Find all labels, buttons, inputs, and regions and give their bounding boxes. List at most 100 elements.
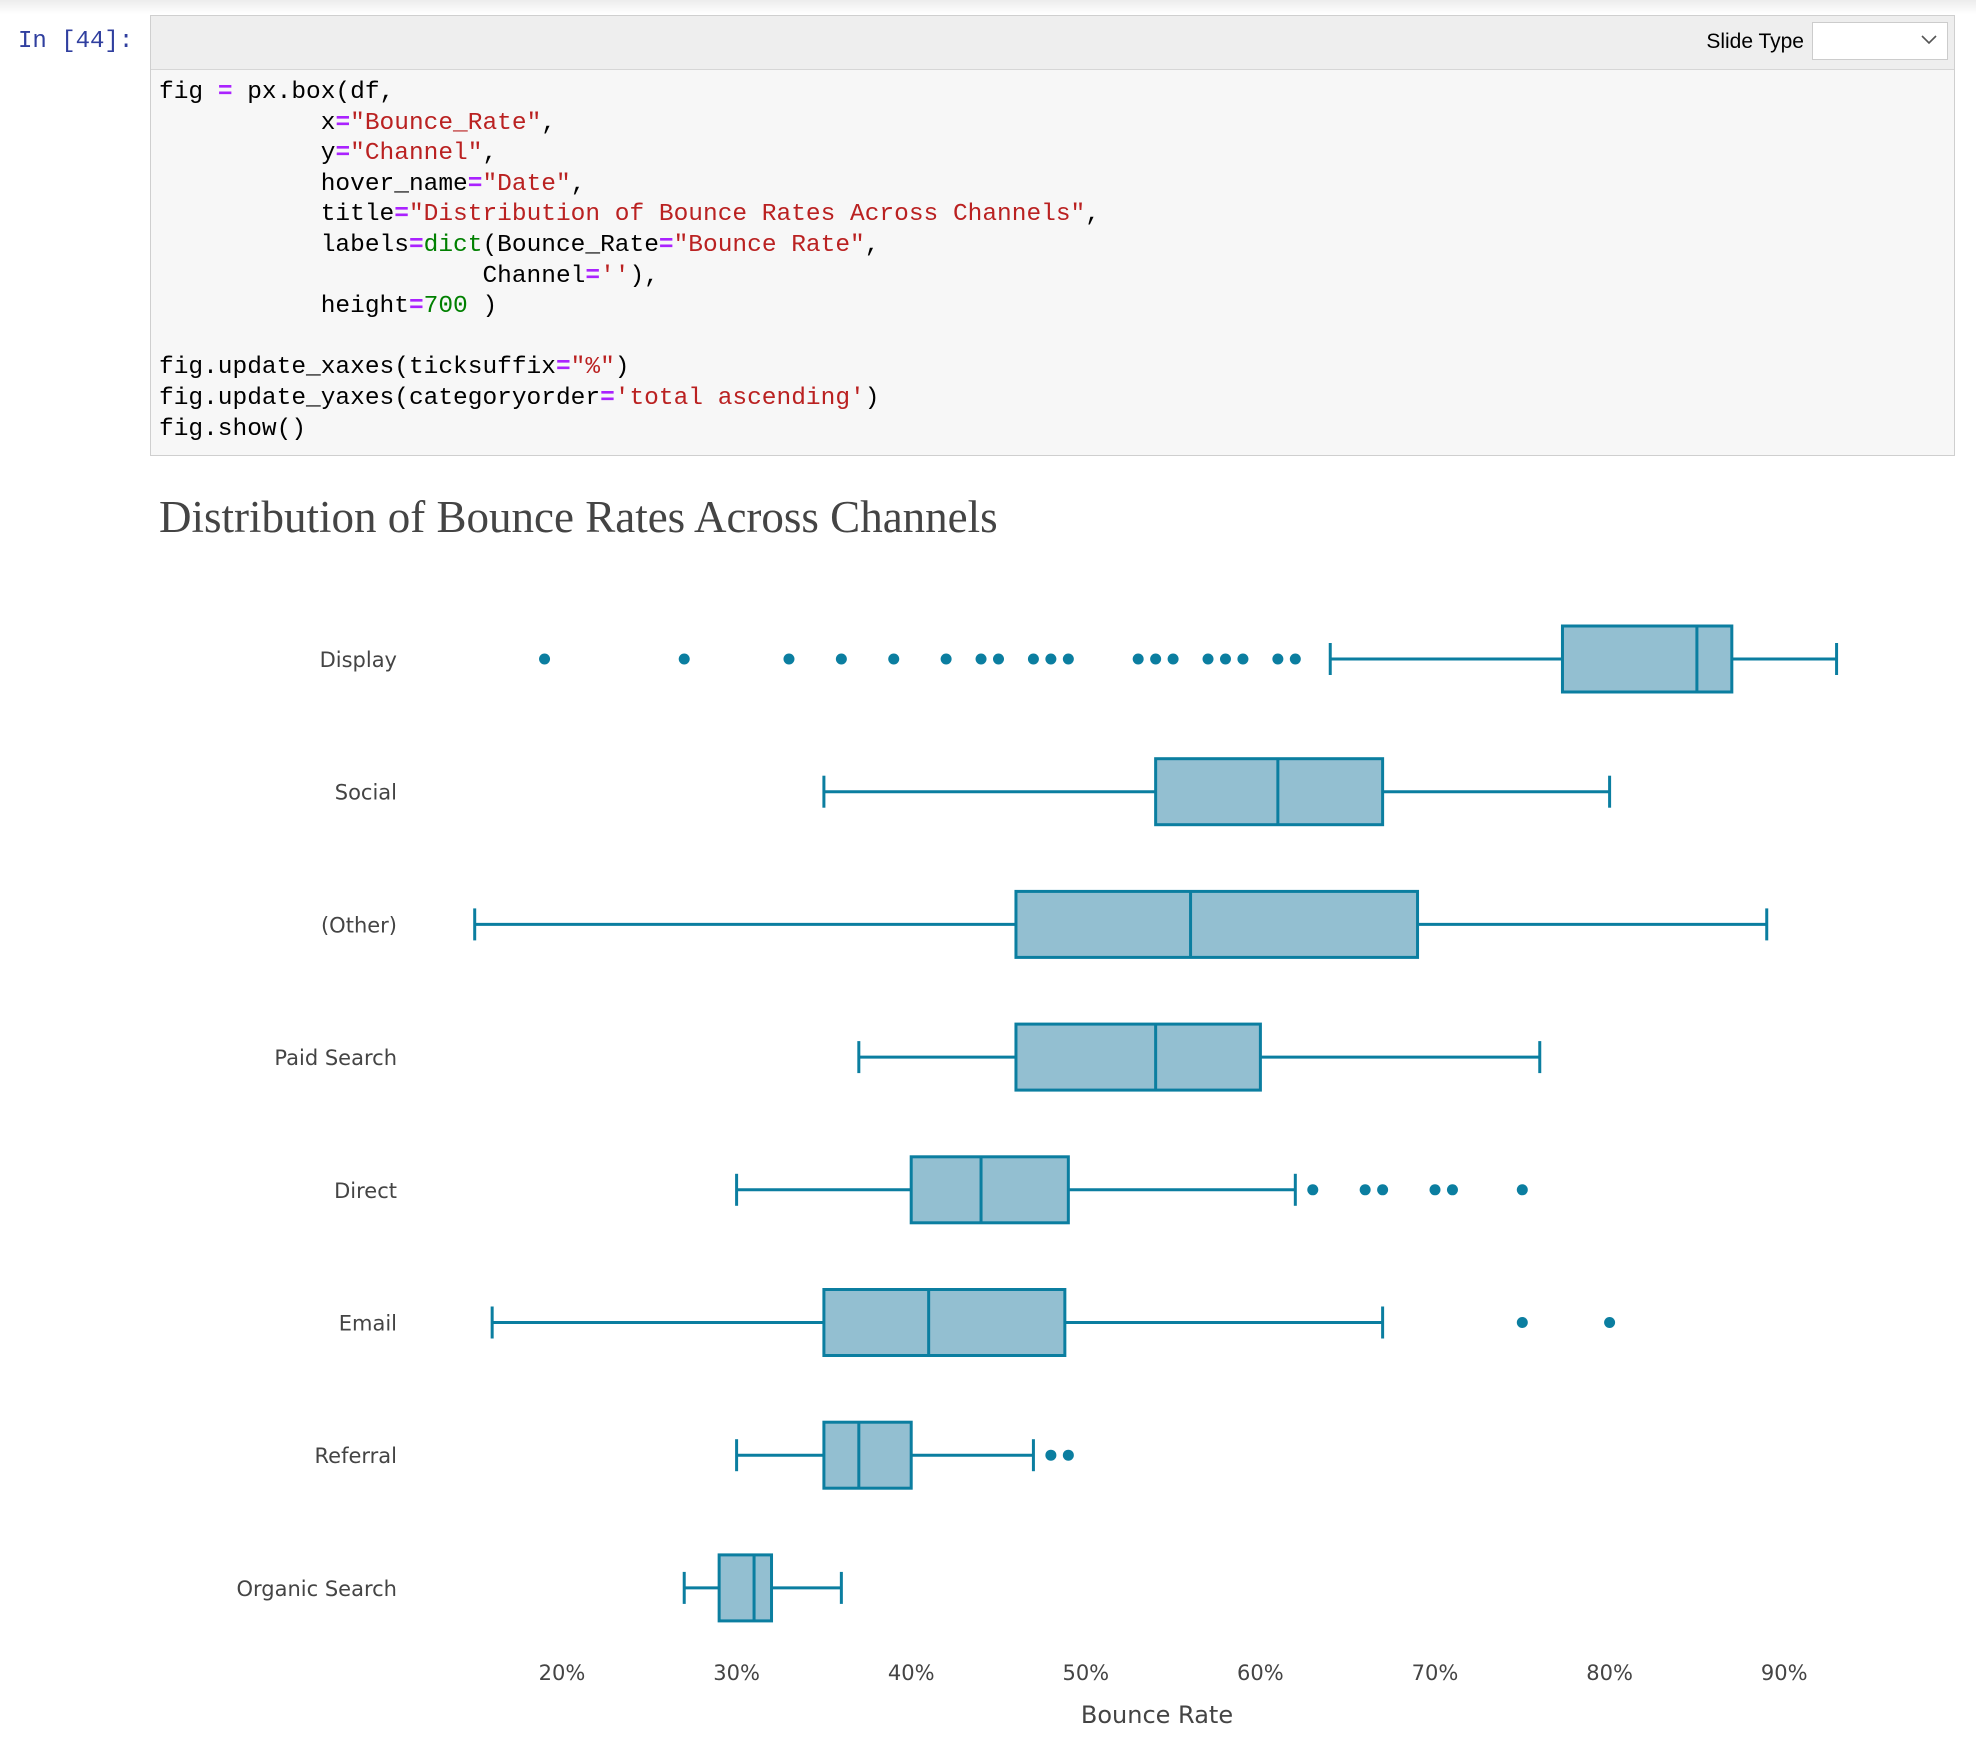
outlier-point: [835, 653, 847, 665]
code-token: =: [408, 293, 424, 321]
code-token: Channel: [159, 262, 586, 290]
code-line: Channel=''),: [159, 262, 1100, 293]
code-line: fig.update_xaxes(ticksuffix="%"): [159, 353, 1100, 384]
category-label: Display: [320, 648, 397, 672]
box-social: Social: [335, 757, 1612, 827]
code-cell[interactable]: Slide Type fig = px.box(df, x="Bounce_Ra…: [150, 15, 1955, 456]
category-label: Organic Search: [236, 1577, 397, 1601]
outlier-point: [1167, 653, 1179, 665]
code-token: "Bounce Rate": [673, 231, 865, 259]
slide-type-label: Slide Type: [1706, 30, 1804, 53]
code-token: =: [467, 170, 483, 198]
code-token: ),: [629, 262, 659, 290]
code-token: ,: [1085, 201, 1100, 229]
code-line: labels=dict(Bounce_Rate="Bounce Rate",: [159, 231, 1100, 262]
box-display: Display: [320, 624, 1839, 694]
box-plot-chart: Distribution of Bounce Rates Across Chan…: [159, 492, 1839, 1729]
x-tick-label: 50%: [1062, 1661, 1109, 1685]
outlier-point: [888, 653, 900, 665]
x-tick-label: 70%: [1412, 1661, 1459, 1685]
code-token: height: [159, 293, 409, 321]
outlier-point: [1150, 653, 1162, 665]
iqr-box: [822, 1288, 1067, 1357]
code-token: 700: [423, 293, 468, 321]
code-token: ,: [864, 231, 880, 259]
outlier-point: [975, 653, 987, 665]
code-token: "Channel": [350, 140, 483, 168]
outlier-point: [1132, 653, 1144, 665]
chart-title: Distribution of Bounce Rates Across Chan…: [159, 492, 998, 542]
code-token: =: [335, 109, 351, 137]
x-tick-label: 90%: [1761, 1661, 1808, 1685]
outlier-point: [1027, 653, 1039, 665]
code-token: =: [658, 231, 674, 259]
iqr-box: [1014, 889, 1420, 959]
outlier-point: [1045, 1449, 1057, 1461]
outlier-point: [1429, 1184, 1441, 1196]
code-token: ): [864, 384, 880, 412]
x-tick-label: 80%: [1586, 1661, 1633, 1685]
code-token: =: [600, 384, 615, 412]
iqr-box: [822, 1420, 913, 1490]
code-line: y="Channel",: [159, 139, 1100, 170]
category-label: Direct: [334, 1179, 397, 1203]
code-token: fig: [159, 79, 218, 106]
code-line: fig = px.box(df,: [159, 78, 1100, 109]
x-tick-label: 30%: [713, 1661, 760, 1685]
code-line: fig.show(): [159, 415, 1100, 446]
code-token: ,: [570, 170, 586, 198]
x-tick-label: 20%: [539, 1661, 586, 1685]
outlier-point: [783, 653, 795, 665]
code-line: [159, 323, 1100, 354]
code-line: title="Distribution of Bounce Rates Acro…: [159, 200, 1100, 231]
code-token: =: [585, 262, 601, 290]
box-email: Email: [339, 1288, 1616, 1357]
code-token: =: [555, 354, 571, 382]
category-label: Paid Search: [274, 1046, 397, 1070]
code-token: =: [394, 201, 409, 229]
code-token: (Bounce_Rate: [482, 231, 659, 259]
code-token: "Bounce_Rate": [350, 109, 542, 137]
outlier-point: [1446, 1184, 1458, 1196]
cell-toolbar: Slide Type: [151, 16, 1954, 70]
x-tick-label: 40%: [888, 1661, 935, 1685]
code-editor[interactable]: fig = px.box(df, x="Bounce_Rate", y="Cha…: [159, 78, 1100, 445]
code-line: hover_name="Date",: [159, 170, 1100, 201]
code-token: fig.update_yaxes(categoryorder: [159, 384, 601, 412]
outlier-point: [1219, 653, 1231, 665]
outlier-point: [1289, 653, 1301, 665]
outlier-point: [1307, 1184, 1319, 1196]
code-token: "Date": [482, 170, 571, 198]
code-line: x="Bounce_Rate",: [159, 109, 1100, 140]
iqr-box: [1014, 1022, 1262, 1092]
code-token: fig.show(): [159, 415, 307, 443]
outlier-point: [1516, 1184, 1528, 1196]
category-label: Social: [335, 781, 397, 805]
outlier-point: [993, 653, 1004, 665]
box-direct: Direct: [334, 1155, 1528, 1225]
code-token: '': [600, 262, 630, 290]
code-token: ,: [541, 109, 556, 137]
outlier-point: [1359, 1184, 1371, 1196]
outlier-point: [539, 653, 551, 665]
code-line: height=700 ): [159, 292, 1100, 323]
x-axis-title: Bounce Rate: [1081, 1701, 1233, 1729]
code-token: px.box(df,: [232, 79, 395, 106]
outlier-point: [1062, 653, 1074, 665]
code-token: 'total ascending': [614, 384, 865, 412]
code-token: =: [335, 140, 351, 168]
code-token: labels: [159, 231, 409, 259]
box-paid-search: Paid Search: [274, 1022, 1542, 1092]
outlier-point: [678, 653, 690, 665]
slide-type-select[interactable]: [1812, 22, 1948, 60]
code-token: dict: [423, 231, 483, 259]
code-token: hover_name: [159, 170, 468, 198]
outlier-point: [1604, 1317, 1616, 1328]
code-token: =: [217, 79, 233, 106]
box-referral: Referral: [315, 1420, 1074, 1490]
outlier-point: [1202, 653, 1214, 665]
code-token: fig.update_xaxes(ticksuffix: [159, 354, 556, 382]
code-token: ,: [482, 140, 498, 168]
category-label: Referral: [315, 1444, 397, 1468]
code-token: title: [159, 201, 395, 229]
